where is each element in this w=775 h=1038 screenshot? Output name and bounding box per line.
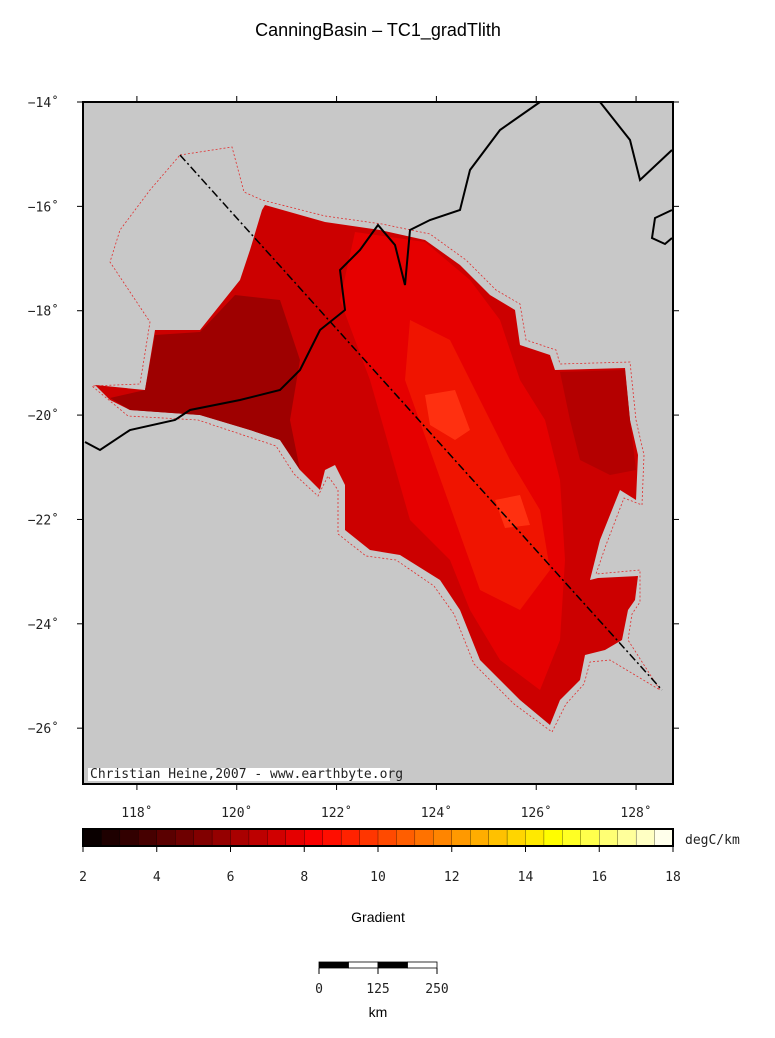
lat-label: −26˚ xyxy=(28,721,59,737)
colorbar-tick-label: 12 xyxy=(444,870,460,885)
colorbar-cell xyxy=(82,828,102,847)
colorbar-unit: degC/km xyxy=(685,833,740,848)
lon-label: 126˚ xyxy=(521,805,552,821)
island xyxy=(650,209,673,246)
coastline-north xyxy=(599,101,673,182)
colorbar-tick-label: 14 xyxy=(518,870,534,885)
lon-label: 122˚ xyxy=(321,805,352,821)
credit-box xyxy=(88,768,390,781)
hot-zone xyxy=(425,390,470,440)
colorbar-cell xyxy=(175,828,195,847)
colorbar-cell xyxy=(470,828,490,847)
scalebar-label: 0 xyxy=(315,982,323,997)
colorbar-tick-label: 4 xyxy=(153,870,161,885)
lat-label: −18˚ xyxy=(28,304,59,320)
colorbar-cell xyxy=(562,828,582,847)
colorbar-tick-label: 10 xyxy=(370,870,386,885)
hot-zone-2 xyxy=(495,495,530,528)
colorbar-cell xyxy=(230,828,250,847)
colorbar-tick-label: 18 xyxy=(665,870,681,885)
colorbar-cell xyxy=(359,828,379,847)
dark-zone-east xyxy=(560,370,636,475)
colorbar-cell xyxy=(506,828,526,847)
lon-label: 124˚ xyxy=(421,805,452,821)
lat-label: −24˚ xyxy=(28,617,59,633)
colorbar-cell xyxy=(580,828,600,847)
colorbar-tick-label: 2 xyxy=(79,870,87,885)
map: Christian Heine,2007 - www.earthbyte.org… xyxy=(28,95,679,821)
title: CanningBasin – TC1_gradTlith xyxy=(255,20,501,41)
colorbar: 2 4 6 8 10 12 14 16 18 xyxy=(79,828,681,885)
scalebar-unit: km xyxy=(369,1004,388,1020)
scalebar-segment xyxy=(377,961,408,969)
colorbar-cell xyxy=(451,828,471,847)
colorbar-cell xyxy=(543,828,563,847)
lat-label: −16˚ xyxy=(28,199,59,215)
scalebar-segment xyxy=(348,961,379,969)
coastline xyxy=(84,101,541,452)
colorbar-label: Gradient xyxy=(351,909,405,925)
colorbar-tick-label: 8 xyxy=(300,870,308,885)
colorbar-cell xyxy=(377,828,397,847)
lon-label: 128˚ xyxy=(620,805,651,821)
colorbar-cell xyxy=(285,828,305,847)
scalebar-segment xyxy=(407,961,438,969)
colorbar-cell xyxy=(304,828,324,847)
colorbar-cell xyxy=(193,828,213,847)
colorbar-cell xyxy=(267,828,287,847)
colorbar-cell xyxy=(635,828,656,847)
lat-label: −20˚ xyxy=(28,408,59,424)
colorbar-cell xyxy=(322,828,342,847)
colorbar-tick-label: 16 xyxy=(591,870,607,885)
dark-zone xyxy=(110,295,300,470)
lat-label: −22˚ xyxy=(28,512,59,528)
colorbar-cell xyxy=(248,828,268,847)
lat-label: −14˚ xyxy=(28,95,59,111)
lon-label: 118˚ xyxy=(121,805,152,821)
colorbar-cell xyxy=(119,828,139,847)
colorbar-cell xyxy=(138,828,158,847)
colorbar-cell xyxy=(617,828,637,847)
colorbar-tick-label: 6 xyxy=(227,870,235,885)
colorbar-cell xyxy=(414,828,434,847)
scalebar-label: 250 xyxy=(425,982,448,997)
colorbar-cell xyxy=(599,828,619,847)
colorbar-cell xyxy=(211,828,231,847)
colorbar-cell xyxy=(433,828,453,847)
scalebar-label: 125 xyxy=(366,982,389,997)
colorbar-cell xyxy=(488,828,508,847)
scalebar: 0 125 250 xyxy=(315,961,449,997)
credit: Christian Heine,2007 - www.earthbyte.org xyxy=(90,767,403,782)
colorbar-cell xyxy=(340,828,361,847)
colorbar-cell xyxy=(525,828,545,847)
lon-label: 120˚ xyxy=(221,805,252,821)
colorbar-cell xyxy=(101,828,121,847)
colorbar-cell xyxy=(654,828,674,847)
map-frame xyxy=(82,101,674,785)
colorbar-cell xyxy=(156,828,176,847)
scalebar-segment xyxy=(318,961,349,969)
basin-outline xyxy=(90,146,661,733)
colorbar-cell xyxy=(396,828,416,847)
